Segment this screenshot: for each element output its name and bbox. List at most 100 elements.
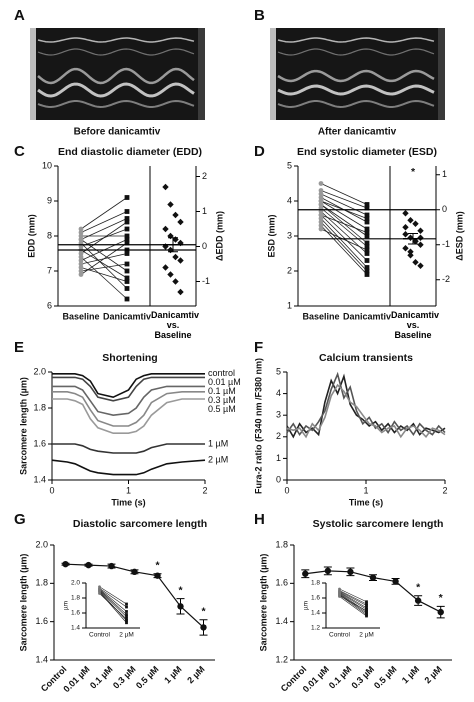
echo-band (277, 48, 435, 56)
x-tick-label: 0.1 µM (88, 664, 115, 691)
y-tick-label: 5 (287, 160, 292, 170)
x-tick-label: 1 µM (400, 664, 421, 685)
x-tick-label: Danicamtiv vs. Baseline (151, 310, 200, 340)
treated-point (364, 216, 370, 221)
y-axis-label: Sarcomere length (µm) (258, 554, 268, 652)
baseline-point (78, 261, 84, 267)
y-tick-label: 0 (202, 241, 207, 251)
y-axis-label: Sarcomere length (µm) (18, 554, 28, 652)
treated-point (124, 216, 130, 221)
y-tick-label: 1.6 (35, 616, 48, 626)
baseline-point (318, 219, 324, 225)
pair-line (99, 593, 127, 620)
significance: * (439, 592, 444, 604)
delta-point (417, 227, 424, 234)
y-tick-label: 1.2 (275, 654, 288, 664)
x-tick-label: 0.3 µM (111, 664, 138, 691)
baseline-point (318, 198, 324, 204)
delta-point (177, 239, 184, 247)
delta-error-bar (168, 237, 178, 253)
panel-label: H (254, 511, 265, 528)
x-tick-label: 1 (126, 485, 131, 495)
baseline-point (78, 268, 84, 274)
y-tick-label: 2.0 (71, 580, 80, 587)
echo-band (37, 37, 195, 43)
delta-point (172, 236, 179, 243)
baseline-point (78, 237, 84, 242)
trace-label: 2 µM (208, 455, 228, 465)
treated-point (364, 212, 370, 218)
delta-point (162, 225, 169, 233)
y-tick-label: 1.8 (33, 402, 46, 412)
treated-point (124, 251, 130, 256)
treated-point (125, 605, 128, 609)
baseline-point (318, 188, 324, 193)
mean-point (414, 597, 422, 604)
x-tick-label: 1 µM (162, 664, 183, 685)
y-tick-label: 1 (287, 300, 292, 310)
chart-title: Systolic sarcomere length (313, 518, 444, 530)
panel-label: D (254, 143, 265, 160)
y-tick-label: 3 (276, 410, 281, 420)
treated-point (125, 619, 128, 622)
y-tick-label: 1.6 (275, 578, 288, 588)
y-tick-label: 0 (442, 204, 447, 214)
y-tick-label: 1.6 (33, 438, 46, 448)
delta-point (407, 252, 414, 259)
trace-label: 0.5 µM (208, 404, 236, 414)
y-tick-label: 7 (47, 265, 52, 275)
baseline-point (78, 230, 84, 235)
y-tick-label: 4 (287, 195, 292, 205)
y-tick-label: 2.0 (33, 366, 46, 376)
treated-point (364, 268, 370, 274)
y-tick-label: 5 (276, 366, 281, 376)
pair-line (99, 591, 127, 623)
delta-point (167, 246, 174, 254)
y-tick-label: 2 (276, 431, 281, 441)
baseline-point (98, 592, 101, 595)
x-axis-label: Time (s) (349, 497, 383, 507)
delta-point (417, 234, 424, 241)
mean-point (85, 561, 92, 569)
pair-line (99, 588, 127, 608)
pair-line (320, 214, 368, 261)
treated-point (365, 611, 368, 615)
delta-point (162, 243, 169, 250)
chart-title: End diastolic diameter (EDD) (58, 146, 202, 158)
y-tick-label: 1 (276, 453, 281, 463)
pair-line (80, 218, 128, 240)
baseline-point (318, 191, 324, 197)
panel-label: B (254, 7, 265, 24)
mean-point (200, 624, 207, 631)
treated-point (364, 240, 370, 246)
treated-point (124, 226, 130, 232)
treated-point (364, 219, 370, 225)
echo-depth-bar (198, 28, 205, 120)
significance: * (411, 166, 416, 178)
x-tick-label: 0.3 µM (349, 664, 376, 691)
y-axis-label: Fura-2 ratio (F340 nm /F380 nm) (253, 358, 263, 494)
pair-line (80, 197, 128, 230)
image-caption: Before danicamtiv (74, 127, 161, 138)
echo-band (37, 99, 195, 109)
treated-point (124, 296, 130, 302)
pair-line (320, 200, 368, 230)
echo-band (277, 69, 435, 83)
y-axis-label: ESD (mm) (266, 214, 276, 257)
pair-line (320, 221, 368, 272)
y-axis-label: µm (63, 601, 70, 610)
baseline-point (78, 233, 84, 239)
baseline-point (318, 223, 324, 228)
echo-band (277, 99, 435, 109)
treated-point (364, 272, 370, 277)
y-axis-label: ΔEDD (mm) (214, 211, 224, 261)
echo-band (37, 48, 195, 56)
trace (52, 385, 205, 417)
trace-label: 0.01 µM (208, 377, 241, 387)
delta-point (412, 238, 419, 245)
delta-point (167, 271, 174, 278)
category-label-box: Danicamtiv vs. Baseline (391, 310, 439, 340)
echo-band (37, 82, 195, 98)
pair-line (80, 242, 128, 275)
mean-point (392, 578, 399, 585)
